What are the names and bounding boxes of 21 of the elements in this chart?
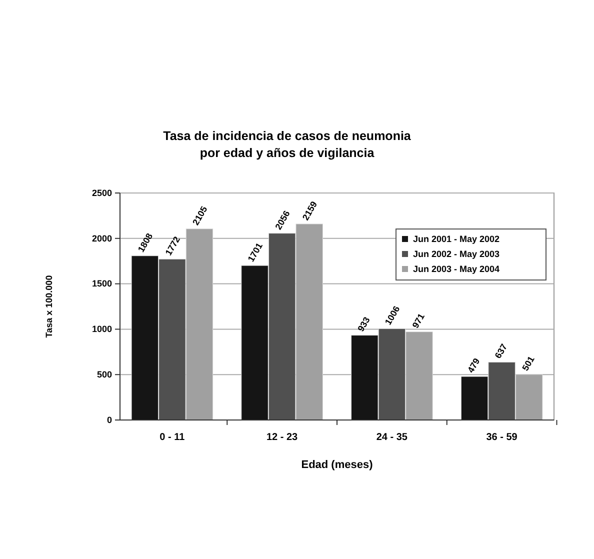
data-label: 501 xyxy=(520,354,536,373)
y-tick-label: 1500 xyxy=(92,278,112,289)
legend-label: Jun 2001 - May 2002 xyxy=(413,234,500,244)
x-tick-label: 0 - 11 xyxy=(160,432,186,443)
data-label: 479 xyxy=(466,356,482,375)
y-tick-label: 2500 xyxy=(92,188,112,198)
x-tick-label: 24 - 35 xyxy=(376,432,408,443)
y-tick-label: 1000 xyxy=(92,324,112,334)
y-tick-label: 0 xyxy=(106,414,112,425)
y-tick-label: 500 xyxy=(96,369,112,380)
data-label: 971 xyxy=(410,312,426,330)
y-tick-label: 2000 xyxy=(92,233,112,244)
chart-title: Tasa de incidencia de casos de neumonia por edad y años de vigilancia xyxy=(163,129,412,160)
legend-label: Jun 2003 - May 2004 xyxy=(413,264,500,274)
x-tick-label: 12 - 23 xyxy=(266,432,298,443)
y-axis-title: Tasa x 100.000 xyxy=(44,275,54,338)
legend-label: Jun 2002 - May 2003 xyxy=(413,248,500,259)
x-axis-title: Edad (meses) xyxy=(301,459,374,471)
x-tick-label: 36 - 59 xyxy=(486,432,518,443)
data-label: 637 xyxy=(492,342,510,360)
data-label: 933 xyxy=(356,315,372,334)
